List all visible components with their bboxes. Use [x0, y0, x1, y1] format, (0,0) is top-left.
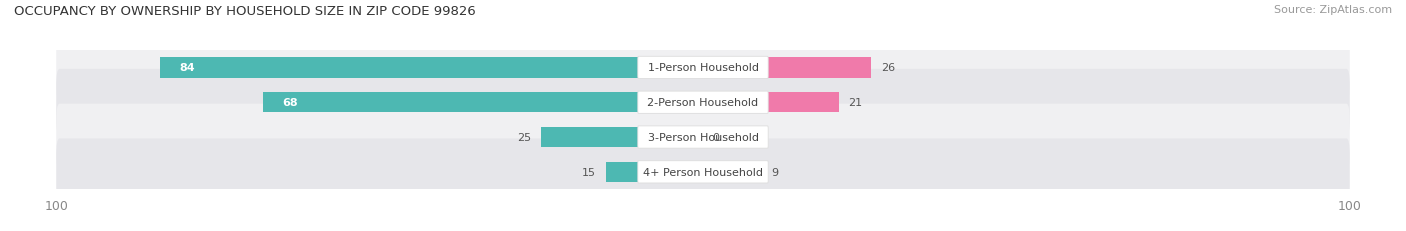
Text: 84: 84 — [179, 63, 195, 73]
Bar — [703, 58, 872, 78]
FancyBboxPatch shape — [638, 57, 768, 79]
Text: 26: 26 — [882, 63, 896, 73]
Bar — [703, 162, 761, 182]
Text: 25: 25 — [517, 132, 531, 143]
FancyBboxPatch shape — [638, 126, 768, 149]
FancyBboxPatch shape — [56, 104, 1350, 171]
Bar — [703, 127, 704, 147]
Text: 21: 21 — [849, 98, 863, 108]
Bar — [541, 127, 703, 147]
Text: 68: 68 — [283, 98, 298, 108]
Text: 1-Person Household: 1-Person Household — [648, 63, 758, 73]
FancyBboxPatch shape — [56, 70, 1350, 136]
FancyBboxPatch shape — [638, 161, 768, 183]
FancyBboxPatch shape — [638, 92, 768, 114]
Text: 15: 15 — [582, 167, 596, 177]
Text: 2-Person Household: 2-Person Household — [647, 98, 759, 108]
Bar — [703, 93, 839, 113]
Text: 3-Person Household: 3-Person Household — [648, 132, 758, 143]
Text: 4+ Person Household: 4+ Person Household — [643, 167, 763, 177]
Bar — [606, 162, 703, 182]
Bar — [263, 93, 703, 113]
FancyBboxPatch shape — [56, 35, 1350, 101]
FancyBboxPatch shape — [56, 139, 1350, 205]
Text: 9: 9 — [770, 167, 778, 177]
Text: 0: 0 — [713, 132, 720, 143]
Text: OCCUPANCY BY OWNERSHIP BY HOUSEHOLD SIZE IN ZIP CODE 99826: OCCUPANCY BY OWNERSHIP BY HOUSEHOLD SIZE… — [14, 5, 475, 18]
Bar — [160, 58, 703, 78]
Text: Source: ZipAtlas.com: Source: ZipAtlas.com — [1274, 5, 1392, 15]
